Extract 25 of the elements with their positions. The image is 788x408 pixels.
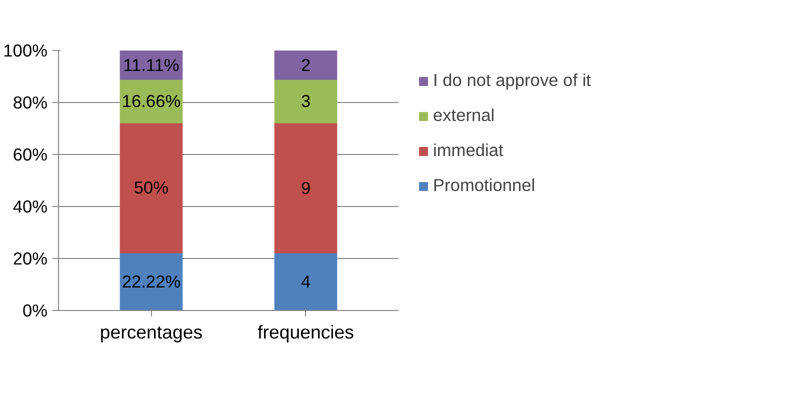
y-tick-label: 0%	[22, 300, 48, 320]
y-tick-label: 100%	[3, 40, 48, 60]
y-tick-label: 20%	[12, 248, 48, 268]
bar	[274, 78, 338, 124]
annotation: 9	[300, 178, 311, 198]
annotation: 3	[300, 91, 311, 112]
y-tick-label: 60%	[12, 144, 48, 164]
legend-label: external	[433, 105, 495, 126]
bar	[274, 50, 338, 80]
bar	[274, 252, 338, 310]
y-tick-label: 40%	[12, 196, 48, 216]
data-label: 11.11%	[123, 54, 180, 75]
x-tick-label: frequencies	[258, 322, 354, 342]
bar	[274, 122, 338, 254]
annotation: 2	[300, 54, 311, 75]
data-label: 16.66%	[122, 91, 181, 112]
legend-label: Promotionnel	[433, 175, 536, 196]
data-label: 50%	[134, 178, 169, 198]
y-tick-label: 80%	[12, 92, 48, 112]
data-label: 22.22%	[122, 272, 181, 292]
legend-label: immediat	[433, 140, 504, 161]
bar	[120, 122, 183, 254]
x-tick-label: percentages	[100, 322, 203, 342]
annotation: 4	[300, 272, 311, 292]
legend-label: I do not approve of it	[433, 70, 591, 91]
